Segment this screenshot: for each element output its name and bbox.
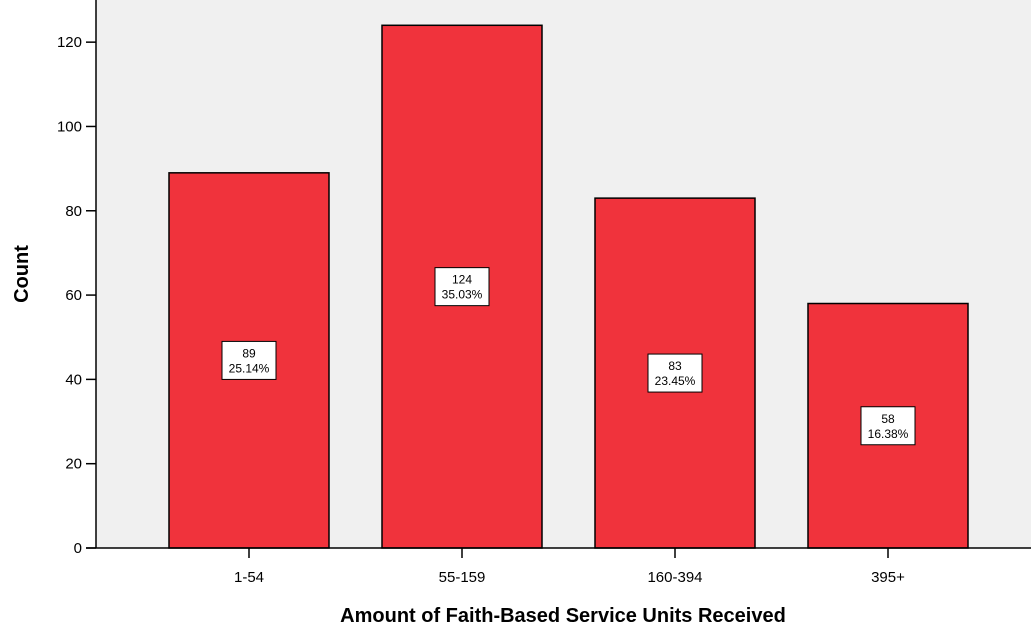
y-tick-label: 100	[57, 118, 82, 135]
x-tick-label: 1-54	[234, 569, 264, 586]
y-axis-title: Count	[11, 245, 33, 303]
y-tick-label: 20	[65, 456, 82, 473]
y-tick-label: 120	[57, 34, 82, 51]
data-label-box	[860, 406, 916, 446]
data-label-count: 89	[242, 346, 256, 360]
x-tick-label: 160-394	[647, 569, 702, 586]
data-label-box	[221, 340, 277, 380]
y-tick-label: 0	[74, 540, 82, 557]
x-ticks-group: 1-54 55-159 160-394 395+	[234, 548, 905, 586]
data-label-count: 83	[668, 359, 682, 373]
data-label-count: 58	[881, 412, 895, 426]
data-label-box	[434, 267, 490, 307]
y-tick-label: 40	[65, 371, 82, 388]
x-tick-label: 55-159	[439, 569, 486, 586]
y-ticks-group: 0 20 40 60 80 100 120	[57, 34, 96, 557]
data-label-count: 124	[452, 273, 472, 287]
y-tick-label: 60	[65, 287, 82, 304]
x-tick-label: 395+	[871, 569, 905, 586]
x-axis-title: Amount of Faith-Based Service Units Rece…	[340, 605, 786, 627]
data-label-box	[647, 353, 703, 393]
y-tick-label: 80	[65, 203, 82, 220]
data-label-percent: 16.38%	[868, 427, 909, 441]
data-label-percent: 25.14%	[229, 361, 270, 375]
data-label-percent: 23.45%	[655, 374, 696, 388]
data-label-percent: 35.03%	[442, 288, 483, 302]
